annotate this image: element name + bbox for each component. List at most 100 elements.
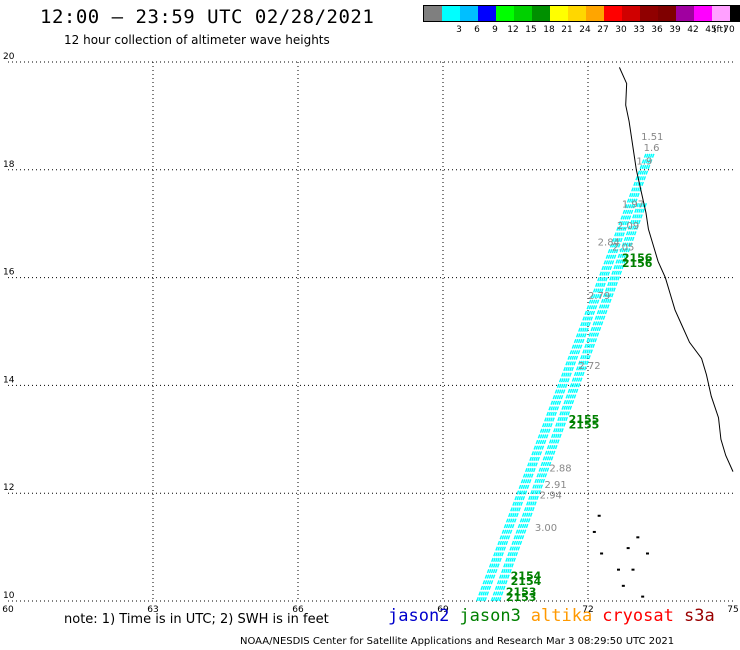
altimeter-track xyxy=(476,153,647,602)
legend-label: 18 xyxy=(543,25,555,35)
island-mark xyxy=(636,536,640,539)
legend-swatch xyxy=(730,6,740,21)
island-mark xyxy=(617,568,620,571)
wave-height-label: 1.9 xyxy=(636,156,652,167)
pass-time-label: 2153 xyxy=(506,591,537,604)
lat-tick-label: 16 xyxy=(3,268,15,278)
satellite-jason2: jason2 xyxy=(388,606,450,626)
legend-label: 24 xyxy=(579,25,591,35)
island-mark xyxy=(600,552,604,555)
legend-swatch xyxy=(658,6,676,21)
island-mark xyxy=(597,514,601,517)
altimeter-track xyxy=(498,201,648,602)
altimeter-track xyxy=(484,153,655,602)
legend-swatch xyxy=(532,6,550,21)
lon-tick-label: 60 xyxy=(2,605,14,615)
legend-label: 9 xyxy=(492,25,498,35)
island-mark xyxy=(621,584,625,587)
altimeter-track xyxy=(482,153,653,602)
pass-time-label: 2153 xyxy=(506,586,537,599)
legend-swatch xyxy=(604,6,622,21)
footer-credit: NOAA/NESDIS Center for Satellite Applica… xyxy=(240,636,675,647)
wave-height-label: 1.6 xyxy=(644,143,660,154)
legend-label: 6 xyxy=(474,25,480,35)
legend-label: 15 xyxy=(525,25,537,35)
india-coastline xyxy=(618,67,734,472)
pass-time-label: 2154 xyxy=(511,575,542,588)
altimeter-track xyxy=(478,153,649,602)
map-subtitle: 12 hour collection of altimeter wave hei… xyxy=(64,33,330,47)
legend-swatch xyxy=(694,6,712,21)
legend-label: 27 xyxy=(597,25,609,35)
legend-swatch xyxy=(712,6,730,21)
legend-swatch xyxy=(640,6,658,21)
legend-label: 33 xyxy=(633,25,645,35)
legend-unit: (ft) xyxy=(713,25,727,35)
lon-tick-label: 69 xyxy=(437,605,449,615)
altimeter-track xyxy=(492,201,642,602)
altimeter-track xyxy=(496,201,646,602)
lat-tick-label: 20 xyxy=(3,52,15,62)
legend-label: 42 xyxy=(687,25,699,35)
legend-swatch xyxy=(442,6,460,21)
wave-height-label: 1.51 xyxy=(641,132,663,143)
island-mark xyxy=(626,547,630,550)
lat-tick-label: 10 xyxy=(3,591,15,601)
legend-swatch xyxy=(514,6,532,21)
pass-time-label: 2156 xyxy=(622,257,653,270)
legend-label: 21 xyxy=(561,25,573,35)
wave-height-label: 2.94 xyxy=(540,491,562,502)
island-mark xyxy=(641,595,645,598)
pass-time-label: 2155 xyxy=(569,419,600,432)
wave-height-label: 2.88 xyxy=(549,464,571,475)
legend-swatch xyxy=(676,6,694,21)
legend-label: 12 xyxy=(507,25,519,35)
lat-tick-label: 14 xyxy=(3,375,15,385)
pass-time-label: 2155 xyxy=(569,413,600,426)
wave-height-label: 2.05 xyxy=(612,243,634,254)
wave-height-label: 2.79 xyxy=(588,291,610,302)
altimeter-track xyxy=(480,153,651,602)
legend-swatch xyxy=(424,6,442,21)
lon-tick-label: 66 xyxy=(292,605,304,615)
legend-label: 3 xyxy=(456,25,462,35)
legend-swatch xyxy=(550,6,568,21)
note-text: note: 1) Time is in UTC; 2) SWH is in fe… xyxy=(64,612,329,627)
satellite-altika: altika xyxy=(530,606,593,626)
legend-swatch xyxy=(460,6,478,21)
satellite-cryosat: cryosat xyxy=(602,606,674,626)
wave-height-label: 2.84 xyxy=(598,237,620,248)
legend-label: 45 xyxy=(705,25,717,35)
legend-label: 70 xyxy=(723,25,735,35)
legend-color-bar xyxy=(423,5,740,22)
altimeter-track xyxy=(494,201,644,602)
pass-time-label: 2156 xyxy=(622,251,653,264)
legend-swatch xyxy=(586,6,604,21)
satellite-s3a: s3a xyxy=(684,606,715,626)
legend-swatch xyxy=(622,6,640,21)
lon-tick-label: 63 xyxy=(147,605,158,615)
legend-labels: (ft) 3 6 9 12 15 18 21 24 27 30 33 36 39 42 45 70 xyxy=(423,22,735,36)
legend-label: 39 xyxy=(669,25,681,35)
legend-swatch xyxy=(568,6,586,21)
legend-swatch xyxy=(478,6,496,21)
wave-height-label: 2.72 xyxy=(578,361,600,372)
island-mark xyxy=(631,568,635,571)
wave-height-label: 3.00 xyxy=(535,523,557,534)
island-mark xyxy=(592,530,596,533)
lat-tick-label: 12 xyxy=(3,483,14,493)
lon-tick-label: 72 xyxy=(582,605,593,615)
pass-time-label: 2154 xyxy=(511,569,542,582)
legend-label: 30 xyxy=(615,25,627,35)
satellite-jason3: jason3 xyxy=(459,606,521,626)
lon-tick-label: 75 xyxy=(727,605,738,615)
wave-height-label: 2.09 xyxy=(617,221,639,232)
altimeter-track xyxy=(490,201,640,602)
wave-height-label: 1.97 xyxy=(622,200,644,211)
map-title: 12:00 – 23:59 UTC 02/28/2021 xyxy=(40,6,375,28)
lat-tick-label: 18 xyxy=(3,160,15,170)
wave-height-label: 2.91 xyxy=(545,480,567,491)
island-mark xyxy=(646,552,649,555)
legend-swatch xyxy=(496,6,514,21)
